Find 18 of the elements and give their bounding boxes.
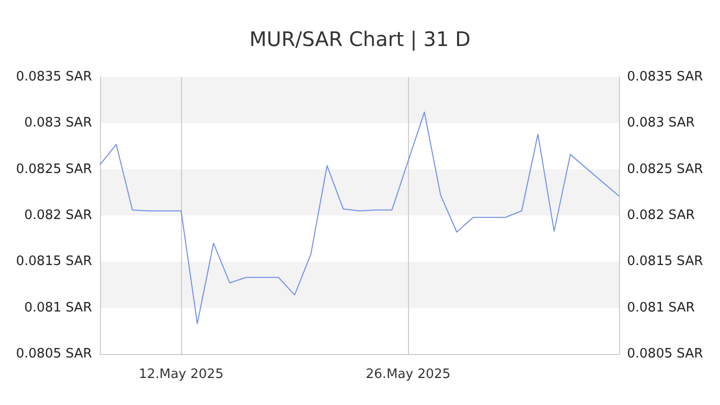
y-tick-label: 0.0805 SAR	[16, 346, 92, 362]
y2-tick-label: 0.083 SAR	[627, 116, 695, 131]
y-tick-label: 0.083 SAR	[24, 116, 92, 131]
y2-tick-label: 0.081 SAR	[627, 300, 695, 316]
y-tick-label: 0.0825 SAR	[16, 162, 92, 177]
y-tick-label: 0.082 SAR	[24, 208, 92, 223]
x-tick-label: 26.May 2025	[366, 367, 451, 382]
line-series	[100, 112, 620, 324]
y2-tick-label: 0.0805 SAR	[627, 346, 704, 362]
y2-tick-label: 0.0825 SAR	[627, 162, 704, 177]
y2-tick-label: 0.0835 SAR	[627, 70, 704, 84]
y-tick-label: 0.081 SAR	[24, 300, 92, 316]
y-tick-label: 0.0835 SAR	[16, 70, 92, 84]
y-tick-label: 0.0815 SAR	[16, 254, 92, 270]
chart-title: MUR/SAR Chart | 31 D	[249, 27, 471, 51]
x-tick-label: 12.May 2025	[138, 367, 224, 382]
y2-tick-label: 0.082 SAR	[627, 208, 695, 223]
y2-tick-label: 0.0815 SAR	[627, 254, 704, 270]
